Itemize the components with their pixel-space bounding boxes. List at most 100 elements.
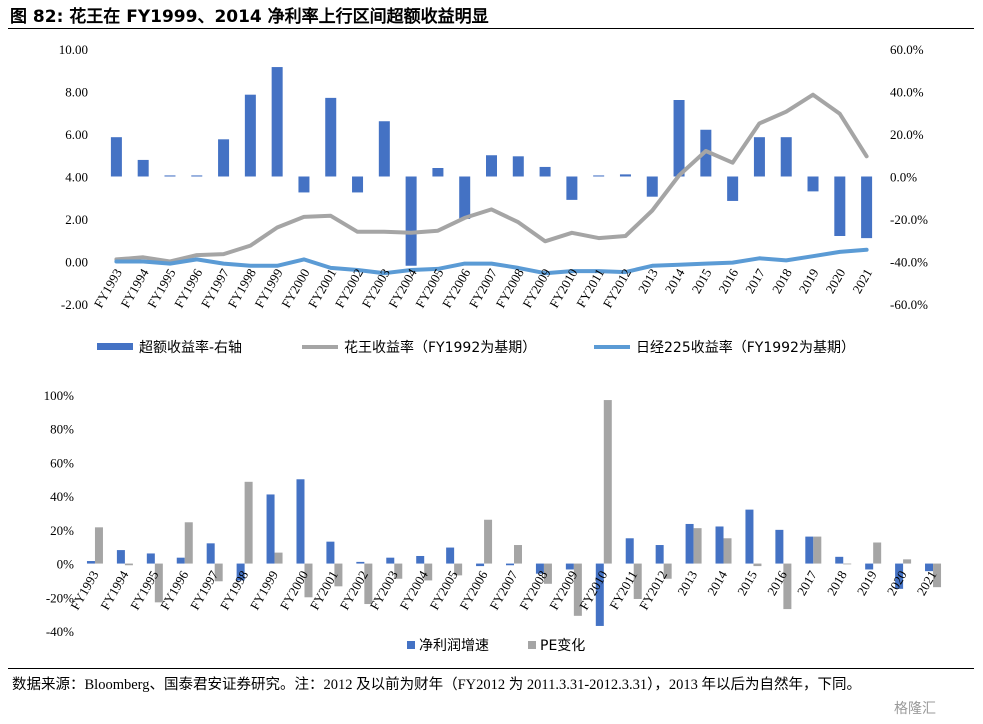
y-left-tick-label: 2.00	[65, 212, 88, 227]
bottom-chart: -40%-20%0%20%40%60%80%100%FY1993FY1994FY…	[44, 388, 942, 639]
x-tick-label: FY2008	[516, 568, 550, 612]
net-profit-growth-bar	[356, 561, 365, 564]
pe-change-bar	[184, 522, 193, 564]
excess-return-bar	[646, 176, 658, 197]
excess-return-bar	[753, 137, 765, 177]
y-left-tick-label: 4.00	[65, 170, 88, 185]
net-profit-growth-bar	[865, 563, 874, 570]
net-profit-growth-bar	[805, 536, 814, 564]
y-left-tick-label: 10.00	[59, 42, 88, 57]
net-profit-growth-bar	[895, 563, 904, 589]
excess-return-bar	[593, 175, 605, 177]
excess-return-bar	[352, 176, 364, 193]
x-tick-label: 2017	[742, 266, 768, 296]
pe-change-bar	[573, 563, 582, 616]
net-profit-growth-bar	[206, 543, 215, 564]
pe-change-bar	[424, 563, 433, 581]
legend-swatch-net-profit-growth	[407, 641, 415, 649]
net-profit-growth-bar	[625, 538, 634, 564]
net-profit-growth-bar	[386, 557, 395, 564]
pe-change-bar	[873, 542, 882, 564]
footer-rule	[8, 668, 974, 669]
excess-return-bar	[673, 100, 685, 177]
y-left-tick-label: 8.00	[65, 85, 88, 100]
excess-return-bar	[110, 137, 122, 177]
pe-change-bar	[663, 563, 672, 579]
figure-title: 图 82: 花王在 FY1999、2014 净利率上行区间超额收益明显	[10, 7, 489, 27]
x-tick-label: 2018	[824, 568, 850, 598]
excess-return-bar	[780, 137, 792, 177]
y-tick-label: 80%	[50, 422, 74, 437]
net-profit-growth-bar	[176, 557, 185, 564]
y-tick-label: 60%	[50, 455, 74, 470]
x-tick-label: 2018	[769, 266, 795, 296]
source-note: 数据来源：Bloomberg、国泰君安证券研究。注：2012 及以前为财年（FY…	[12, 677, 862, 693]
excess-return-bar	[164, 175, 176, 177]
net-profit-growth-bar	[745, 509, 754, 564]
y-left-tick-label: 0.00	[65, 255, 88, 270]
excess-return-bar	[619, 174, 631, 177]
excess-return-bar	[727, 176, 739, 201]
excess-return-bar	[218, 139, 230, 177]
pe-change-bar	[454, 563, 463, 576]
net-profit-growth-bar	[685, 523, 694, 564]
pe-change-bar	[723, 538, 732, 564]
x-tick-label: 2017	[794, 568, 820, 598]
pe-change-bar	[394, 563, 403, 579]
net-profit-growth-bar	[446, 547, 455, 564]
charts-canvas: -2.00 0.00 2.00 4.00 6.00 8.00 10.00 -60.0% -40.…	[44, 42, 942, 654]
pe-change-bar	[813, 536, 822, 564]
nikkei-return-line	[114, 247, 869, 276]
watermark-logo: 格隆汇	[894, 701, 936, 717]
excess-return-bar	[512, 156, 524, 177]
excess-return-bar	[834, 176, 846, 236]
excess-return-bar	[325, 97, 337, 177]
net-profit-growth-bar	[116, 550, 125, 564]
x-tick-label: 2016	[715, 266, 741, 296]
excess-return-bar	[459, 176, 471, 219]
x-tick-label: 2020	[822, 266, 848, 296]
excess-return-bar	[807, 176, 819, 192]
x-tick-label: 2015	[734, 568, 760, 598]
excess-return-bar	[405, 176, 417, 266]
x-tick-label: 2021	[849, 266, 875, 296]
pe-change-bar	[334, 563, 343, 587]
y-left-tick-label: 6.00	[65, 127, 88, 142]
pe-change-bar	[244, 481, 253, 564]
pe-change-bar	[903, 559, 912, 564]
pe-change-bar	[843, 563, 852, 565]
excess-return-bar	[191, 175, 203, 177]
net-profit-growth-bar	[535, 563, 544, 574]
net-profit-growth-bar	[835, 556, 844, 564]
title-rule	[8, 28, 974, 29]
legend-swatch-excess-return	[97, 343, 133, 350]
net-profit-growth-bar	[236, 563, 245, 581]
y-tick-label: 20%	[50, 523, 74, 538]
net-profit-growth-bar	[715, 526, 724, 564]
y-right-tick-label: 20.0%	[890, 127, 924, 142]
y-right-tick-label: 40.0%	[890, 85, 924, 100]
pe-change-bar	[364, 563, 373, 605]
legend-label-kao-return: 花王收益率（FY1992为基期）	[344, 339, 536, 356]
x-tick-label: 2014	[662, 266, 688, 296]
legend-label-net-profit-growth: 净利润增速	[419, 638, 489, 654]
pe-change-bar	[484, 519, 493, 564]
excess-return-bar	[378, 121, 390, 177]
excess-return-bar	[539, 166, 551, 177]
x-tick-label: 2013	[674, 568, 700, 598]
net-profit-growth-bar	[86, 561, 95, 564]
net-profit-growth-bar	[565, 563, 574, 570]
pe-change-bar	[304, 563, 313, 598]
pe-change-bar	[274, 552, 283, 564]
x-tick-label: 2019	[796, 266, 822, 296]
pe-change-bar	[514, 545, 522, 564]
top-chart: -2.00 0.00 2.00 4.00 6.00 8.00 10.00 -60.0% -40.…	[59, 42, 928, 312]
pe-change-bar	[783, 563, 792, 610]
net-profit-growth-bar	[655, 545, 664, 564]
bottom-legend: 净利润增速 PE变化	[407, 638, 585, 654]
net-profit-growth-bar	[476, 563, 485, 567]
legend-label-pe-change: PE变化	[540, 638, 585, 654]
legend-swatch-pe-change	[528, 641, 536, 649]
pe-change-bar	[214, 563, 223, 582]
x-tick-label: FY1999	[247, 568, 281, 612]
